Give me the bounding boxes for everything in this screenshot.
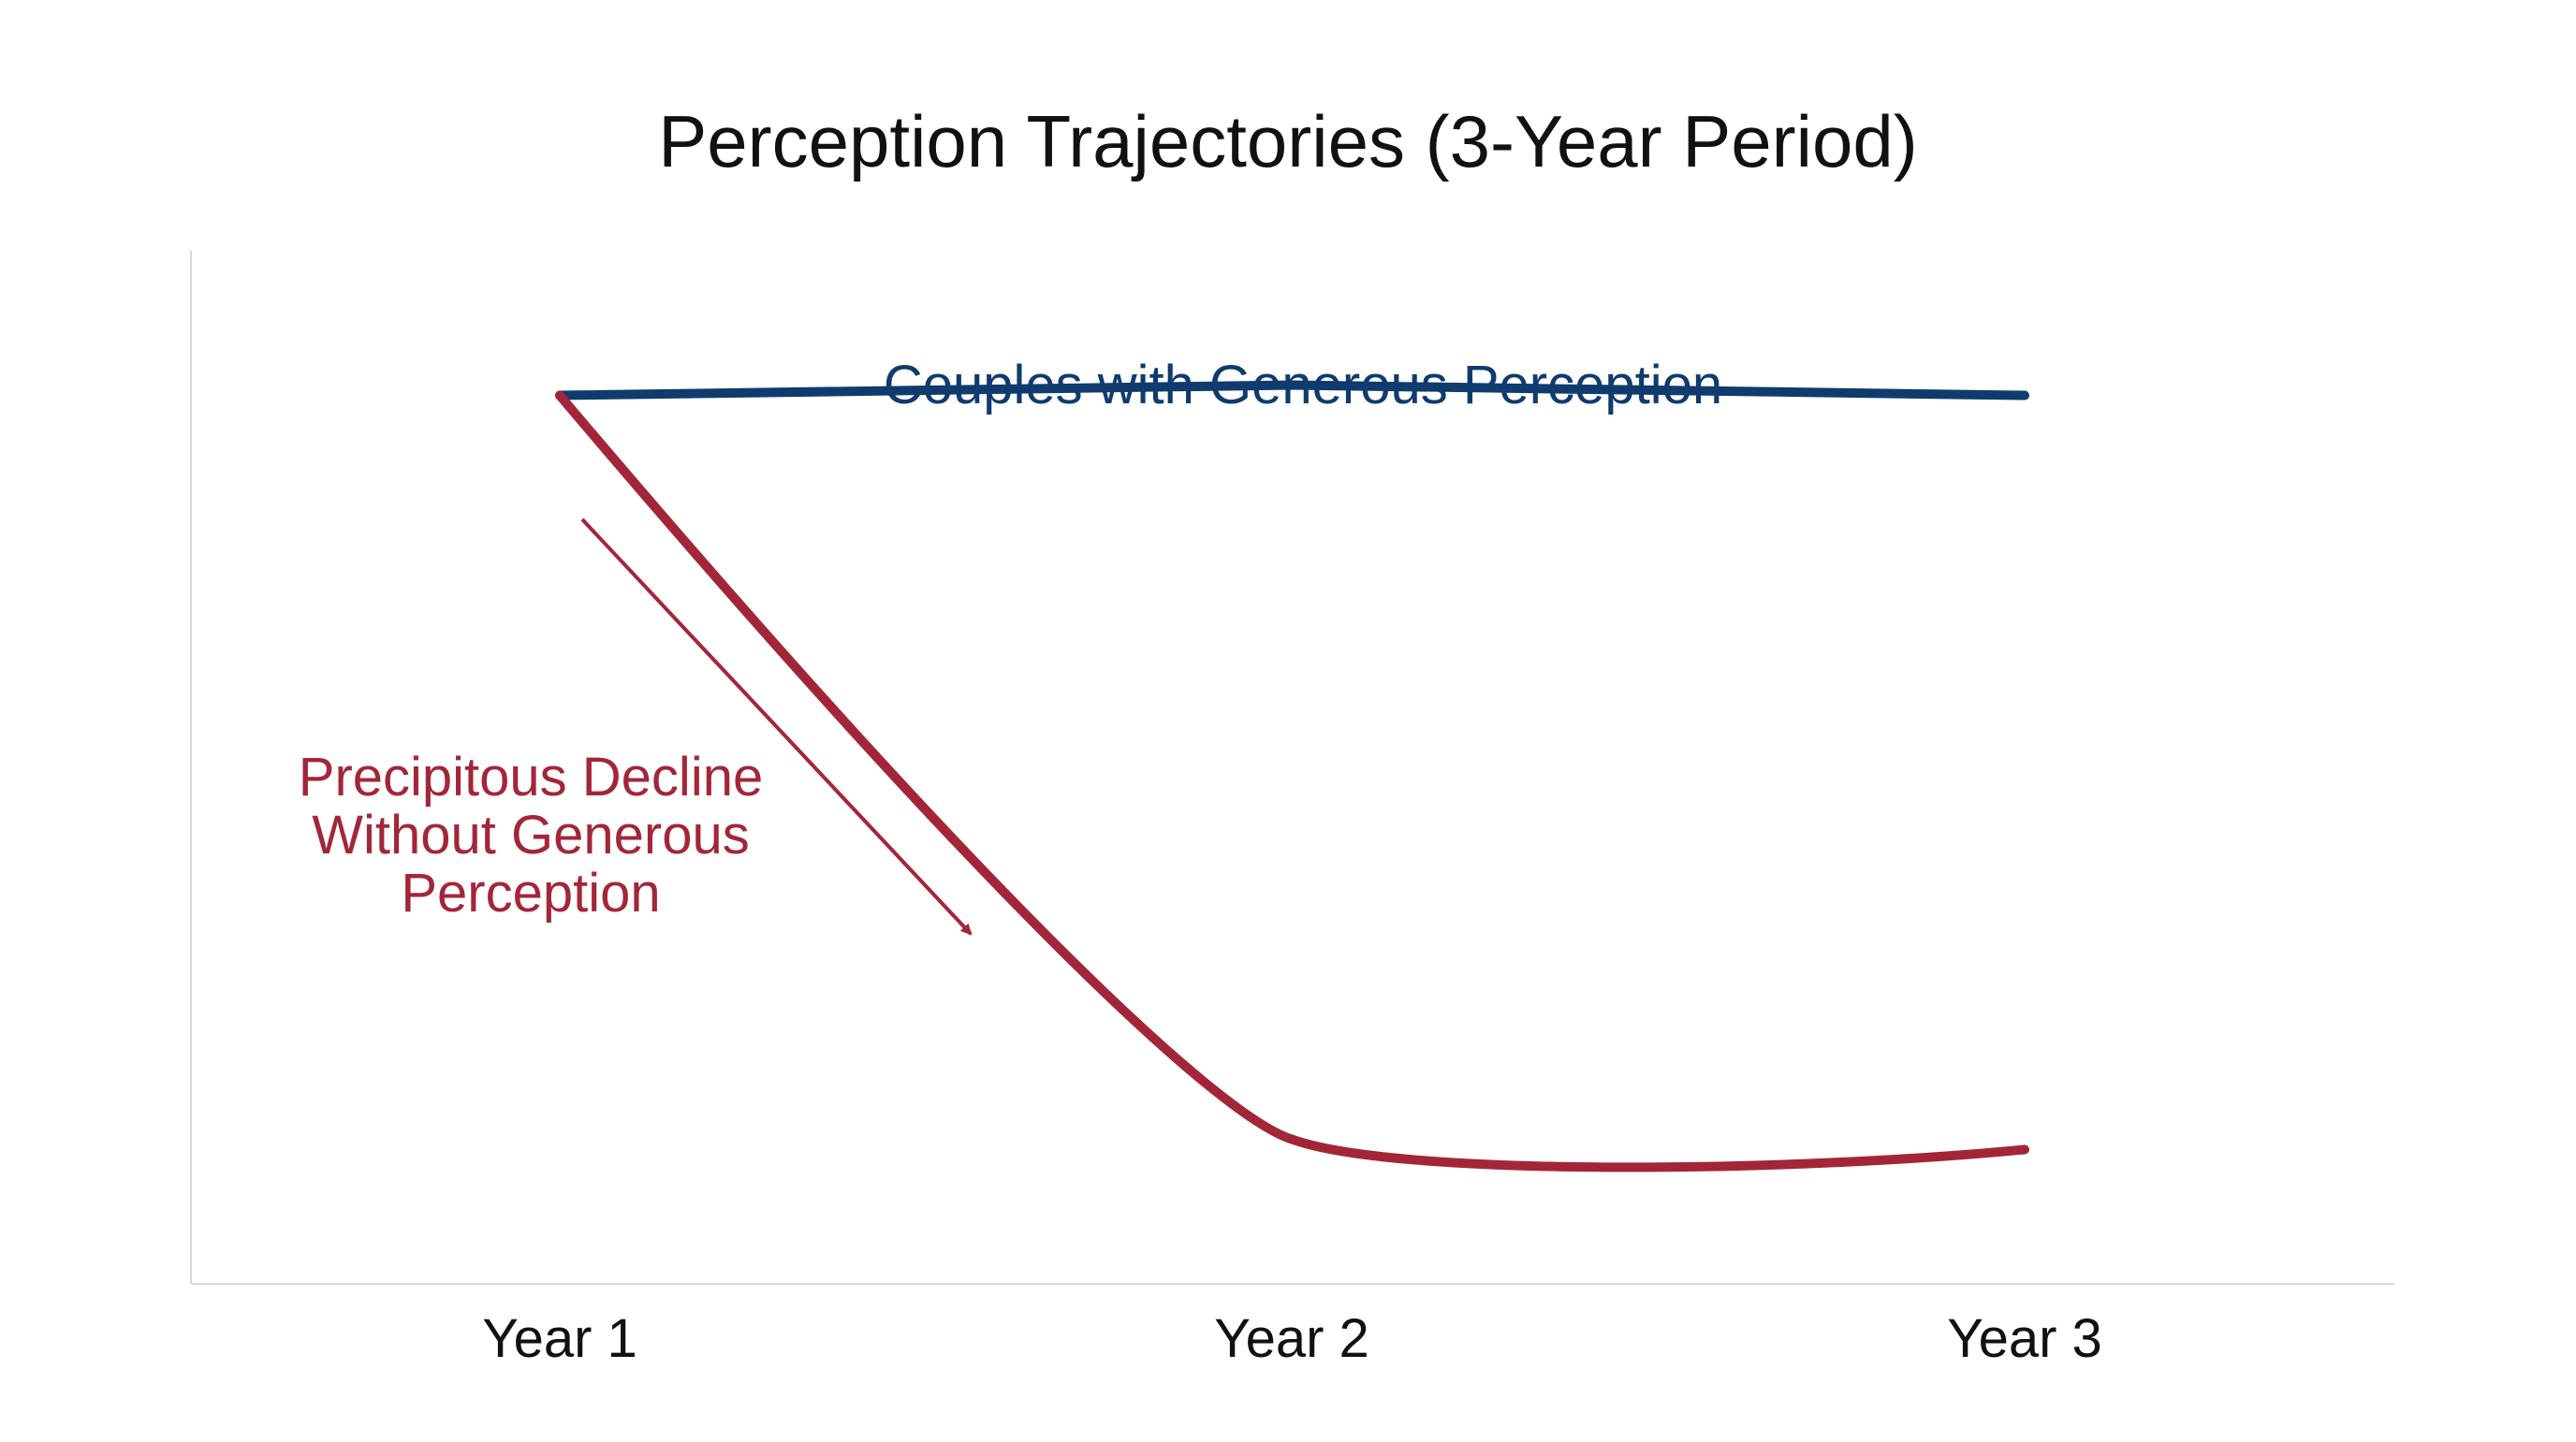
series-labels: Couples with Generous Perception [884, 355, 1722, 415]
decline-annotation: Precipitous Decline Without Generous Perce… [299, 747, 763, 924]
annotation-layer: Precipitous Decline Without Generous Perce… [299, 517, 973, 936]
series-label-generous-perception: Couples with Generous Perception [884, 355, 1722, 415]
decline-annotation-line: Precipitous Decline [299, 747, 763, 808]
x-tick-label: Year 3 [1947, 1308, 2102, 1369]
chart-title: Perception Trajectories (3-Year Period) [658, 100, 1917, 182]
series-line-generous-perception [555, 380, 2029, 401]
decline-annotation-line: Perception [401, 863, 660, 924]
decline-arrow [580, 517, 973, 936]
x-axis-tick-labels: Year 1 Year 2 Year 3 [482, 1308, 2102, 1369]
x-tick-label: Year 1 [482, 1308, 637, 1369]
decline-annotation-line: Without Generous [312, 805, 749, 866]
x-tick-label: Year 2 [1214, 1308, 1369, 1369]
series-lines [555, 380, 2029, 1173]
series-line-declining-perception [555, 390, 2029, 1173]
